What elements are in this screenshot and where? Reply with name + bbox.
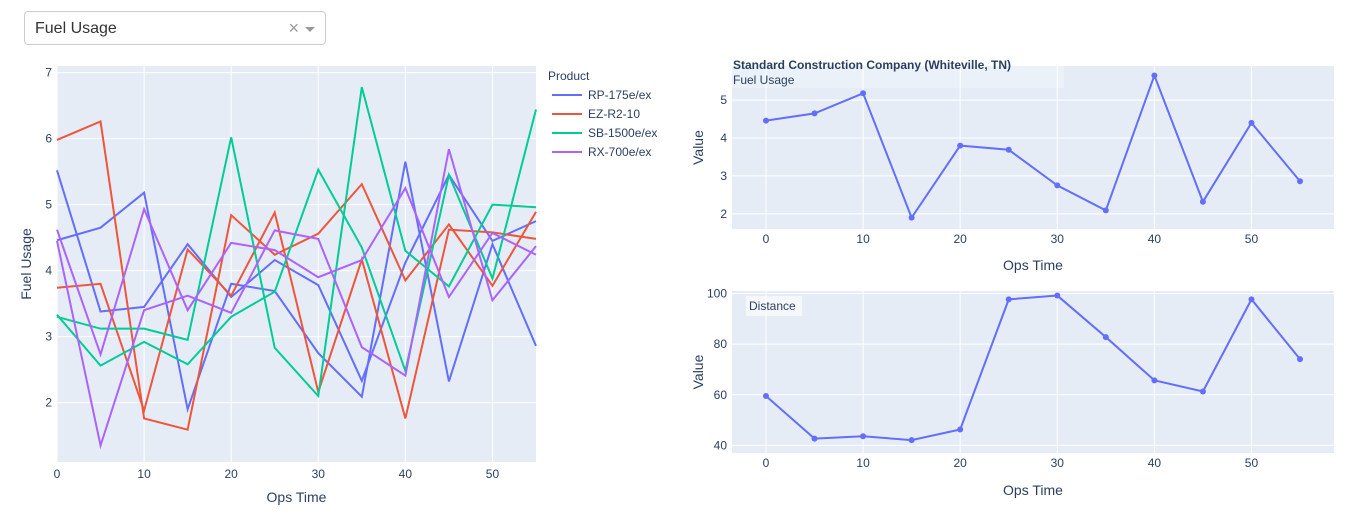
- data-point: [957, 142, 964, 149]
- x-tick-label: 10: [856, 232, 870, 246]
- x-axis-title: Ops Time: [267, 489, 327, 505]
- y-tick-label: 100: [707, 287, 727, 301]
- data-point: [1297, 178, 1304, 185]
- data-point: [908, 437, 915, 444]
- data-point: [1054, 182, 1061, 189]
- y-tick-label: 60: [714, 388, 728, 402]
- x-tick-label: 20: [953, 456, 967, 470]
- data-point: [1297, 356, 1304, 363]
- data-point: [908, 214, 915, 221]
- x-tick-label: 30: [312, 467, 326, 481]
- data-point: [811, 110, 818, 117]
- y-axis-title: Value: [690, 354, 706, 389]
- legend-item-label: RP-175e/ex: [588, 88, 651, 102]
- series-line-rp-175e-ex-1: [56, 161, 537, 413]
- y-tick-label: 5: [720, 93, 727, 107]
- data-point: [1005, 146, 1012, 153]
- clear-icon[interactable]: ×: [288, 18, 299, 38]
- x-tick-label: 40: [1148, 232, 1162, 246]
- data-point: [1199, 198, 1206, 205]
- data-point: [1102, 207, 1109, 214]
- series-line-3: [765, 294, 1301, 442]
- data-point: [860, 90, 867, 97]
- x-tick-label: 50: [1245, 232, 1259, 246]
- y-tick-label: 40: [714, 438, 728, 452]
- data-point: [860, 433, 867, 440]
- data-point: [1199, 388, 1206, 395]
- y-tick-label: 80: [714, 337, 728, 351]
- data-point: [1102, 334, 1109, 341]
- chevron-down-icon[interactable]: [305, 27, 315, 32]
- series-line-sb-1500e-ex-1: [56, 109, 537, 375]
- y-axis-title: Value: [690, 130, 706, 165]
- x-tick-label: 10: [137, 467, 151, 481]
- y-tick-label: 2: [45, 396, 52, 410]
- legend-item-label: SB-1500e/ex: [588, 126, 657, 140]
- legend-item-label: RX-700e/ex: [588, 145, 651, 159]
- y-tick-label: 5: [45, 198, 52, 212]
- panel-label: Fuel Usage: [733, 73, 795, 87]
- chart-title: Standard Construction Company (Whitevill…: [733, 58, 1011, 72]
- y-tick-label: 4: [720, 131, 727, 145]
- fuel-usage-dropdown[interactable]: Fuel Usage ×: [24, 11, 326, 45]
- series-line-sb-1500e-ex-2: [56, 86, 537, 399]
- annotation-box: [732, 56, 1064, 88]
- x-tick-label: 0: [54, 467, 61, 481]
- y-tick-label: 4: [45, 264, 52, 278]
- dropdown-value: Fuel Usage: [35, 20, 117, 37]
- x-tick-label: 50: [486, 467, 500, 481]
- data-point: [957, 426, 964, 433]
- data-point: [1248, 119, 1255, 126]
- y-tick-label: 7: [45, 66, 52, 80]
- data-point: [762, 393, 769, 400]
- y-tick-label: 3: [45, 330, 52, 344]
- plot-area-2: [732, 66, 1334, 229]
- x-tick-label: 50: [1245, 456, 1259, 470]
- legend-title: Product: [548, 69, 590, 83]
- series-line-ez-r2-10-2: [56, 209, 537, 419]
- x-tick-label: 0: [763, 456, 770, 470]
- x-tick-label: 0: [763, 232, 770, 246]
- legend-item-label: EZ-R2-10: [588, 107, 640, 121]
- data-point: [1248, 296, 1255, 303]
- data-point: [1054, 292, 1061, 299]
- x-tick-label: 20: [225, 467, 239, 481]
- data-point: [762, 117, 769, 124]
- data-point: [1151, 377, 1158, 384]
- series-line-ez-r2-10-1: [56, 120, 537, 431]
- y-tick-label: 6: [45, 132, 52, 146]
- x-tick-label: 30: [1051, 232, 1065, 246]
- series-line-rx-700e-ex-2: [56, 148, 537, 450]
- x-tick-label: 10: [856, 456, 870, 470]
- y-axis-title: Fuel Usage: [18, 228, 34, 300]
- x-axis-title: Ops Time: [1003, 257, 1063, 273]
- panel-label: Distance: [749, 299, 796, 313]
- annotation-box: [746, 296, 802, 316]
- x-tick-label: 40: [399, 467, 413, 481]
- x-tick-label: 40: [1148, 456, 1162, 470]
- data-point: [1005, 296, 1012, 303]
- data-point: [811, 435, 818, 442]
- x-tick-label: 30: [1051, 456, 1065, 470]
- y-tick-label: 2: [720, 207, 727, 221]
- x-tick-label: 20: [953, 232, 967, 246]
- series-line-rx-700e-ex-1: [56, 185, 537, 358]
- y-tick-label: 3: [720, 169, 727, 183]
- series-line-2: [765, 72, 1301, 220]
- series-line-rp-175e-ex-2: [56, 169, 537, 384]
- x-axis-title: Ops Time: [1003, 482, 1063, 498]
- plot-area-3: [732, 291, 1334, 453]
- data-point: [1151, 72, 1158, 79]
